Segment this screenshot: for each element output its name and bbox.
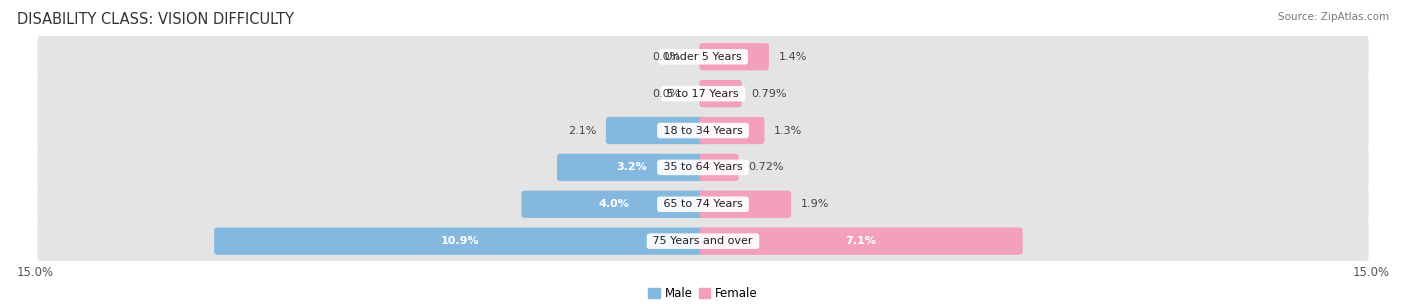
Text: Under 5 Years: Under 5 Years [661,52,745,62]
FancyBboxPatch shape [38,180,1368,229]
Text: 0.79%: 0.79% [752,89,787,98]
FancyBboxPatch shape [522,191,707,218]
Text: 1.3%: 1.3% [775,126,803,136]
FancyBboxPatch shape [557,154,707,181]
Text: 10.9%: 10.9% [441,236,479,246]
Text: 5 to 17 Years: 5 to 17 Years [664,89,742,98]
FancyBboxPatch shape [606,117,707,144]
Text: 4.0%: 4.0% [599,199,630,209]
FancyBboxPatch shape [214,227,707,255]
FancyBboxPatch shape [38,106,1368,155]
FancyBboxPatch shape [699,43,769,71]
Text: 7.1%: 7.1% [845,236,876,246]
Text: 18 to 34 Years: 18 to 34 Years [659,126,747,136]
FancyBboxPatch shape [38,33,1368,81]
FancyBboxPatch shape [699,154,738,181]
Text: 0.0%: 0.0% [652,52,681,62]
Text: DISABILITY CLASS: VISION DIFFICULTY: DISABILITY CLASS: VISION DIFFICULTY [17,12,294,27]
Text: 35 to 64 Years: 35 to 64 Years [659,162,747,172]
FancyBboxPatch shape [699,227,1022,255]
FancyBboxPatch shape [699,191,792,218]
Text: 3.2%: 3.2% [616,162,647,172]
Text: 2.1%: 2.1% [568,126,596,136]
Legend: Male, Female: Male, Female [644,283,762,304]
Text: 75 Years and over: 75 Years and over [650,236,756,246]
Text: 65 to 74 Years: 65 to 74 Years [659,199,747,209]
Text: 1.4%: 1.4% [779,52,807,62]
FancyBboxPatch shape [699,80,742,107]
Text: Source: ZipAtlas.com: Source: ZipAtlas.com [1278,12,1389,22]
Text: 1.9%: 1.9% [801,199,830,209]
FancyBboxPatch shape [699,117,765,144]
FancyBboxPatch shape [38,69,1368,118]
FancyBboxPatch shape [38,217,1368,265]
Text: 0.0%: 0.0% [652,89,681,98]
Text: 0.72%: 0.72% [748,162,785,172]
FancyBboxPatch shape [38,143,1368,192]
